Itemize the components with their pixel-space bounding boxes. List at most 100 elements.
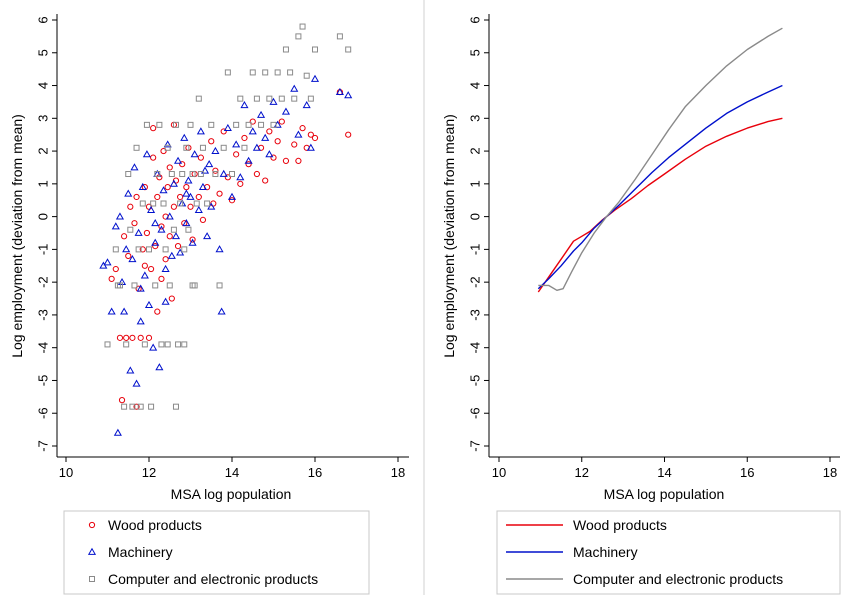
scatter-point xyxy=(266,95,273,102)
scatter-point xyxy=(253,170,260,178)
scatter-point xyxy=(261,133,270,141)
scatter-point xyxy=(147,265,155,273)
scatter-point xyxy=(162,256,169,263)
scatter-point xyxy=(193,200,200,207)
y-tick-label: 5 xyxy=(468,49,483,56)
scatter-point xyxy=(131,282,138,289)
scatter-point xyxy=(220,128,227,135)
scatter-point xyxy=(335,87,344,95)
scatter-point xyxy=(158,275,165,282)
y-tick-label: 4 xyxy=(36,82,51,89)
y-tick-label: 6 xyxy=(36,16,51,23)
x-tick-label: 10 xyxy=(492,465,506,480)
scatter-point xyxy=(291,141,298,148)
scatter-point xyxy=(262,69,269,76)
x-tick-label: 18 xyxy=(823,465,837,480)
scatter-point xyxy=(241,134,248,142)
scatter-point xyxy=(345,46,352,53)
scatter-point xyxy=(129,334,136,341)
scatter-point xyxy=(189,282,196,289)
scatter-point xyxy=(131,220,138,227)
scatter-point xyxy=(190,150,199,158)
scatter-point xyxy=(282,46,289,53)
scatter-point xyxy=(151,238,160,246)
scatter-point xyxy=(265,150,274,158)
scatter-point xyxy=(205,159,214,168)
scatter-point xyxy=(130,163,139,171)
scatter-point xyxy=(244,156,253,164)
scatter-point xyxy=(287,69,294,76)
scatter-point xyxy=(212,167,219,174)
scatter-point xyxy=(262,177,269,184)
scatter-point xyxy=(169,179,178,187)
scatter-point xyxy=(180,133,189,141)
scatter-point xyxy=(103,258,112,266)
x-tick-label: 16 xyxy=(308,465,322,480)
scatter-point xyxy=(216,190,223,197)
scatter-point xyxy=(183,184,190,191)
scatter-point xyxy=(248,127,257,135)
scatter-point xyxy=(200,166,210,174)
scatter-point xyxy=(144,300,154,308)
scatter-point xyxy=(150,200,157,207)
scatter-point xyxy=(158,341,165,348)
scatter-point xyxy=(152,282,159,289)
scatter-point xyxy=(185,226,192,233)
scatter-point xyxy=(139,200,146,207)
scatter-point xyxy=(122,245,131,253)
scatter-point xyxy=(294,130,303,138)
scatter-point xyxy=(159,186,168,194)
scatter-point xyxy=(211,146,220,154)
scatter-point xyxy=(203,232,212,240)
scatter-point xyxy=(182,218,191,227)
y-tick-label: -1 xyxy=(36,244,51,256)
scatter-point xyxy=(282,157,290,165)
y-tick-label: 6 xyxy=(468,16,483,23)
scatter-point xyxy=(166,233,173,240)
scatter-points xyxy=(99,23,353,436)
legend-label: Machinery xyxy=(108,544,173,560)
scatter-point xyxy=(177,193,184,201)
scatter-point xyxy=(245,121,252,128)
legend-key xyxy=(89,576,95,582)
x-tick-label: 14 xyxy=(225,465,239,480)
scatter-point xyxy=(199,216,207,223)
x-tick-label: 12 xyxy=(142,465,156,480)
scatter-point xyxy=(233,121,240,128)
y-axis-title: Log employment (deviation from mean) xyxy=(441,114,457,358)
x-tick-label: 16 xyxy=(740,465,754,480)
scatter-point xyxy=(345,131,352,138)
scatter-point xyxy=(141,262,148,269)
scatter-point xyxy=(344,91,353,99)
scatter-point xyxy=(112,265,119,273)
scatter-point xyxy=(172,403,179,410)
scatter-point xyxy=(208,121,215,128)
scatter-point xyxy=(299,23,306,30)
x-axis-title: MSA log population xyxy=(604,486,725,502)
scatter-point xyxy=(223,123,232,132)
scatter-point xyxy=(170,226,177,233)
y-tick-label: -2 xyxy=(468,276,483,288)
scatter-point xyxy=(112,246,119,253)
scatter-point xyxy=(125,171,132,178)
scatter-point xyxy=(157,225,166,233)
scatter-point xyxy=(232,140,241,148)
legend-label: Computer and electronic products xyxy=(573,571,783,587)
scatter-point xyxy=(295,33,302,40)
scatter-point xyxy=(152,243,159,250)
scatter-point xyxy=(184,176,193,184)
scatter-point xyxy=(281,107,291,115)
scatter-point xyxy=(170,203,177,210)
scatter-point xyxy=(220,144,227,151)
scatter-point xyxy=(138,182,147,191)
scatter-point xyxy=(129,403,136,410)
y-tick-label: 0 xyxy=(36,213,51,220)
scatter-point xyxy=(227,192,237,200)
scatter-point xyxy=(310,74,320,82)
scatter-point xyxy=(237,95,244,102)
scatter-point xyxy=(120,307,129,315)
scatter-point xyxy=(237,180,244,187)
